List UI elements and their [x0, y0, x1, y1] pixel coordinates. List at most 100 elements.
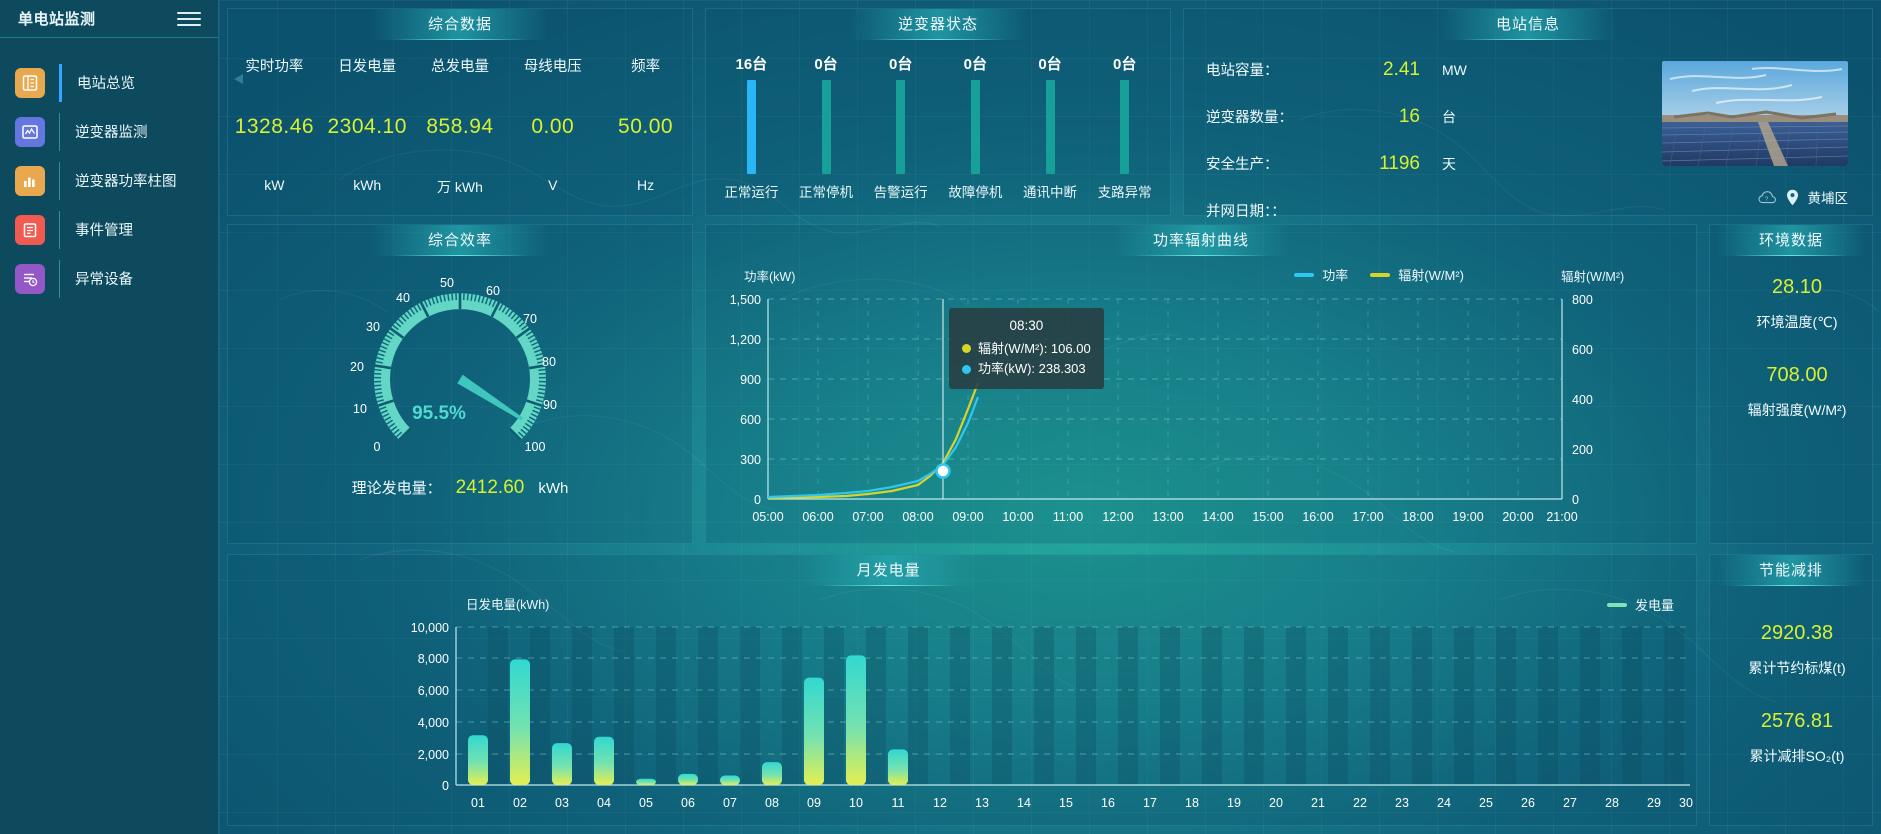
svg-text:22: 22 — [1353, 796, 1367, 810]
svg-text:10:00: 10:00 — [1002, 510, 1033, 524]
panel-title: 逆变器状态 — [849, 9, 1027, 40]
inverter-bar-branch-abnormal: 0台 支路异常 — [1087, 53, 1162, 201]
inverter-bar-count: 0台 — [1038, 56, 1062, 73]
svg-text:30: 30 — [366, 320, 380, 334]
bar-day-03 — [552, 743, 572, 785]
panel-title: 环境数据 — [1716, 225, 1866, 256]
sidebar-item-label: 异常设备 — [75, 272, 133, 288]
station-info-rows: 电站容量： 2.41 MW 逆变器数量： 16 台 安全生产： 1196 天 并… — [1206, 59, 1636, 247]
power-irradiance-plot[interactable]: 功率(kW) 辐射(W/M²) — [706, 257, 1698, 537]
metric-name: 频率 — [631, 59, 661, 75]
tooltip-row-power: 功率(kW): 238.303 — [962, 359, 1091, 379]
svg-text:10,000: 10,000 — [411, 621, 449, 635]
svg-text:0: 0 — [374, 440, 381, 454]
svg-text:11:00: 11:00 — [1053, 510, 1083, 524]
env-value: 28.10 — [1771, 276, 1823, 298]
sidebar-item-inverter-monitor[interactable]: 逆变器监测 — [0, 107, 218, 156]
power-chart-legend: 功率 辐射(W/M²) — [1294, 265, 1464, 284]
location-pin-icon — [1786, 189, 1798, 205]
emission-grid: 2920.38 累计节约标煤(t) 7283.77 累计减排CO₂(t) 257… — [1697, 622, 1881, 766]
info-unit: 台 — [1442, 109, 1456, 125]
svg-text:40: 40 — [396, 291, 410, 305]
env-label: 环境温度(℃) — [1756, 314, 1838, 330]
sidebar-item-event-management[interactable]: 事件管理 — [0, 205, 218, 254]
emission-panel: 节能减排 — [1709, 554, 1873, 826]
inverter-bar-comm-lost: 0台 通讯中断 — [1013, 53, 1088, 201]
panel-title: 电站信息 — [1439, 9, 1617, 40]
emission-item-coal-saved: 2920.38 累计节约标煤(t) — [1697, 622, 1881, 678]
sidebar-item-label: 逆变器功率柱图 — [75, 174, 177, 190]
tooltip-time: 08:30 — [1009, 318, 1044, 333]
svg-text:29: 29 — [1647, 796, 1661, 810]
sidebar-item-label: 电站总览 — [77, 76, 135, 92]
svg-text:100: 100 — [525, 440, 546, 454]
svg-text:20:00: 20:00 — [1502, 510, 1533, 524]
metric-unit: kWh — [353, 177, 382, 193]
svg-text:23: 23 — [1395, 796, 1409, 810]
legend-swatch-irradiance — [1370, 272, 1391, 277]
chart-hover-marker — [935, 463, 951, 479]
svg-text:21: 21 — [1311, 796, 1325, 810]
inverter-bar-label: 正常停机 — [799, 185, 853, 200]
y2-axis-title: 辐射(W/M²) — [1561, 269, 1624, 284]
inverter-bar-normal-stop: 0台 正常停机 — [789, 53, 864, 201]
svg-text:21:00: 21:00 — [1546, 510, 1577, 524]
svg-text:50: 50 — [440, 276, 454, 290]
svg-text:19: 19 — [1227, 796, 1241, 810]
monthly-generation-plot[interactable]: 日发电量(kWh) — [228, 589, 1698, 827]
svg-text:2,000: 2,000 — [418, 748, 449, 762]
metric-unit: 万 kWh — [437, 179, 483, 195]
metric-value: 0.00 — [531, 115, 575, 138]
hamburger-icon[interactable] — [174, 9, 204, 29]
inverter-bar-count: 0台 — [814, 56, 838, 73]
bar-day-10 — [846, 655, 866, 785]
svg-text:13: 13 — [975, 796, 989, 810]
panel-title: 节能减排 — [1716, 555, 1866, 586]
report-icon — [15, 67, 45, 98]
sidebar-header: 单电站监测 — [0, 0, 218, 38]
svg-text:09:00: 09:00 — [952, 510, 983, 524]
metric-name: 母线电压 — [523, 59, 582, 75]
legend-label-irradiance: 辐射(W/M²) — [1398, 268, 1464, 283]
svg-text:25: 25 — [1479, 796, 1493, 810]
bar-day-08 — [762, 762, 782, 785]
chart-tooltip: 08:30 辐射(W/M²): 106.00 功率(kW): 238.303 — [949, 308, 1104, 390]
svg-text:10: 10 — [353, 402, 367, 416]
svg-text:24: 24 — [1437, 796, 1451, 810]
svg-text:14:00: 14:00 — [1202, 510, 1233, 524]
inverter-bar-fault-stop: 0台 故障停机 — [938, 53, 1013, 201]
metric-daily-generation: 日发电量 2304.10 kWh — [321, 55, 414, 197]
sidebar-item-abnormal-devices[interactable]: 异常设备 — [0, 254, 218, 303]
svg-text:26: 26 — [1521, 796, 1535, 810]
monthly-y-axis-title: 日发电量(kWh) — [466, 597, 549, 612]
bar-day-05 — [636, 778, 656, 785]
panel-title: 月发电量 — [799, 555, 978, 586]
station-location-label: 黄埔区 — [1807, 191, 1849, 206]
tooltip-row-irradiance: 辐射(W/M²): 106.00 — [962, 339, 1091, 359]
collapse-arrow-icon[interactable] — [232, 71, 244, 87]
info-key: 电站容量： — [1206, 63, 1279, 79]
metric-value: 1328.46 — [234, 115, 315, 138]
monthly-bars — [468, 655, 908, 785]
svg-text:20: 20 — [350, 360, 364, 374]
info-key: 并网日期：： — [1206, 204, 1286, 220]
svg-text:07: 07 — [723, 796, 737, 810]
svg-text:1,200: 1,200 — [730, 333, 761, 347]
svg-text:03: 03 — [555, 796, 569, 810]
svg-text:70: 70 — [523, 312, 537, 326]
svg-text:600: 600 — [1572, 343, 1593, 357]
svg-text:4,000: 4,000 — [418, 716, 449, 730]
metric-name: 总发电量 — [430, 59, 489, 75]
bar-day-07 — [720, 775, 740, 785]
svg-text:0: 0 — [442, 779, 449, 793]
sidebar-item-inverter-power-bar[interactable]: 逆变器功率柱图 — [0, 156, 218, 205]
svg-text:13:00: 13:00 — [1152, 510, 1183, 524]
bar-day-11 — [888, 749, 908, 785]
svg-text:12: 12 — [933, 796, 947, 810]
sidebar-item-label: 逆变器监测 — [75, 125, 148, 141]
sidebar-item-overview[interactable]: 电站总览 — [0, 58, 218, 107]
svg-text:18: 18 — [1185, 796, 1199, 810]
inverter-bar-count: 0台 — [889, 56, 913, 73]
info-value: 1196 — [1379, 153, 1420, 174]
